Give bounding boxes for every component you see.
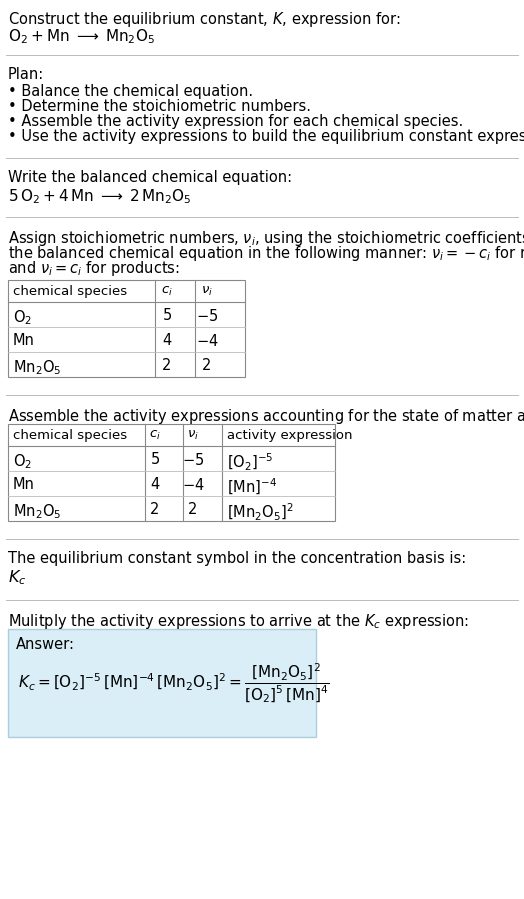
Text: $\mathrm{O_2 + Mn \;\longrightarrow\; Mn_2O_5}$: $\mathrm{O_2 + Mn \;\longrightarrow\; Mn… [8, 27, 155, 46]
Text: Mulitply the activity expressions to arrive at the $K_c$ expression:: Mulitply the activity expressions to arr… [8, 612, 469, 631]
Text: chemical species: chemical species [13, 429, 127, 442]
Text: Mn: Mn [13, 477, 35, 492]
Text: Construct the equilibrium constant, $K$, expression for:: Construct the equilibrium constant, $K$,… [8, 10, 401, 29]
Text: the balanced chemical equation in the following manner: $\nu_i = -c_i$ for react: the balanced chemical equation in the fo… [8, 244, 524, 263]
Text: 5: 5 [162, 308, 172, 323]
Text: • Use the activity expressions to build the equilibrium constant expression.: • Use the activity expressions to build … [8, 129, 524, 144]
Text: and $\nu_i = c_i$ for products:: and $\nu_i = c_i$ for products: [8, 259, 180, 278]
Text: 2: 2 [162, 358, 172, 373]
Text: • Balance the chemical equation.: • Balance the chemical equation. [8, 84, 253, 99]
Text: chemical species: chemical species [13, 285, 127, 298]
Text: Write the balanced chemical equation:: Write the balanced chemical equation: [8, 170, 292, 185]
Text: $K_c = [\mathrm{O_2}]^{-5}\,[\mathrm{Mn}]^{-4}\,[\mathrm{Mn_2O_5}]^2 = \dfrac{[\: $K_c = [\mathrm{O_2}]^{-5}\,[\mathrm{Mn}… [18, 661, 330, 705]
Text: 2: 2 [150, 502, 160, 517]
Text: The equilibrium constant symbol in the concentration basis is:: The equilibrium constant symbol in the c… [8, 551, 466, 566]
Text: 5: 5 [150, 452, 160, 467]
Text: Assemble the activity expressions accounting for the state of matter and $\nu_i$: Assemble the activity expressions accoun… [8, 407, 524, 426]
Text: 4: 4 [162, 333, 172, 348]
Text: Mn: Mn [13, 333, 35, 348]
Text: • Determine the stoichiometric numbers.: • Determine the stoichiometric numbers. [8, 99, 311, 114]
Text: $\mathrm{Mn_2O_5}$: $\mathrm{Mn_2O_5}$ [13, 502, 61, 521]
Text: 4: 4 [150, 477, 160, 492]
Text: 2: 2 [188, 502, 198, 517]
Text: 2: 2 [202, 358, 212, 373]
Text: Plan:: Plan: [8, 67, 44, 82]
Text: $[\mathrm{Mn}]^{-4}$: $[\mathrm{Mn}]^{-4}$ [227, 477, 277, 497]
Text: Answer:: Answer: [16, 637, 75, 652]
Text: $c_i$: $c_i$ [161, 285, 173, 298]
Text: $\mathrm{O_2}$: $\mathrm{O_2}$ [13, 308, 32, 326]
Text: $\mathrm{Mn_2O_5}$: $\mathrm{Mn_2O_5}$ [13, 358, 61, 377]
Text: $\nu_i$: $\nu_i$ [201, 285, 213, 298]
Text: $K_c$: $K_c$ [8, 568, 26, 587]
Text: $\mathrm{O_2}$: $\mathrm{O_2}$ [13, 452, 32, 471]
Text: $c_i$: $c_i$ [149, 429, 161, 442]
FancyBboxPatch shape [8, 424, 335, 521]
Text: $\nu_i$: $\nu_i$ [187, 429, 199, 442]
Text: $-4$: $-4$ [182, 477, 204, 493]
Text: $\mathrm{5\,O_2 + 4\,Mn \;\longrightarrow\; 2\,Mn_2O_5}$: $\mathrm{5\,O_2 + 4\,Mn \;\longrightarro… [8, 187, 192, 206]
Text: $-5$: $-5$ [196, 308, 218, 324]
Text: $-5$: $-5$ [182, 452, 204, 468]
Text: $[\mathrm{O_2}]^{-5}$: $[\mathrm{O_2}]^{-5}$ [227, 452, 274, 473]
Text: Assign stoichiometric numbers, $\nu_i$, using the stoichiometric coefficients, $: Assign stoichiometric numbers, $\nu_i$, … [8, 229, 524, 248]
Text: $-4$: $-4$ [195, 333, 219, 349]
FancyBboxPatch shape [8, 629, 316, 737]
FancyBboxPatch shape [8, 280, 245, 377]
Text: $[\mathrm{Mn_2O_5}]^2$: $[\mathrm{Mn_2O_5}]^2$ [227, 502, 293, 523]
Text: activity expression: activity expression [227, 429, 353, 442]
Text: • Assemble the activity expression for each chemical species.: • Assemble the activity expression for e… [8, 114, 463, 129]
